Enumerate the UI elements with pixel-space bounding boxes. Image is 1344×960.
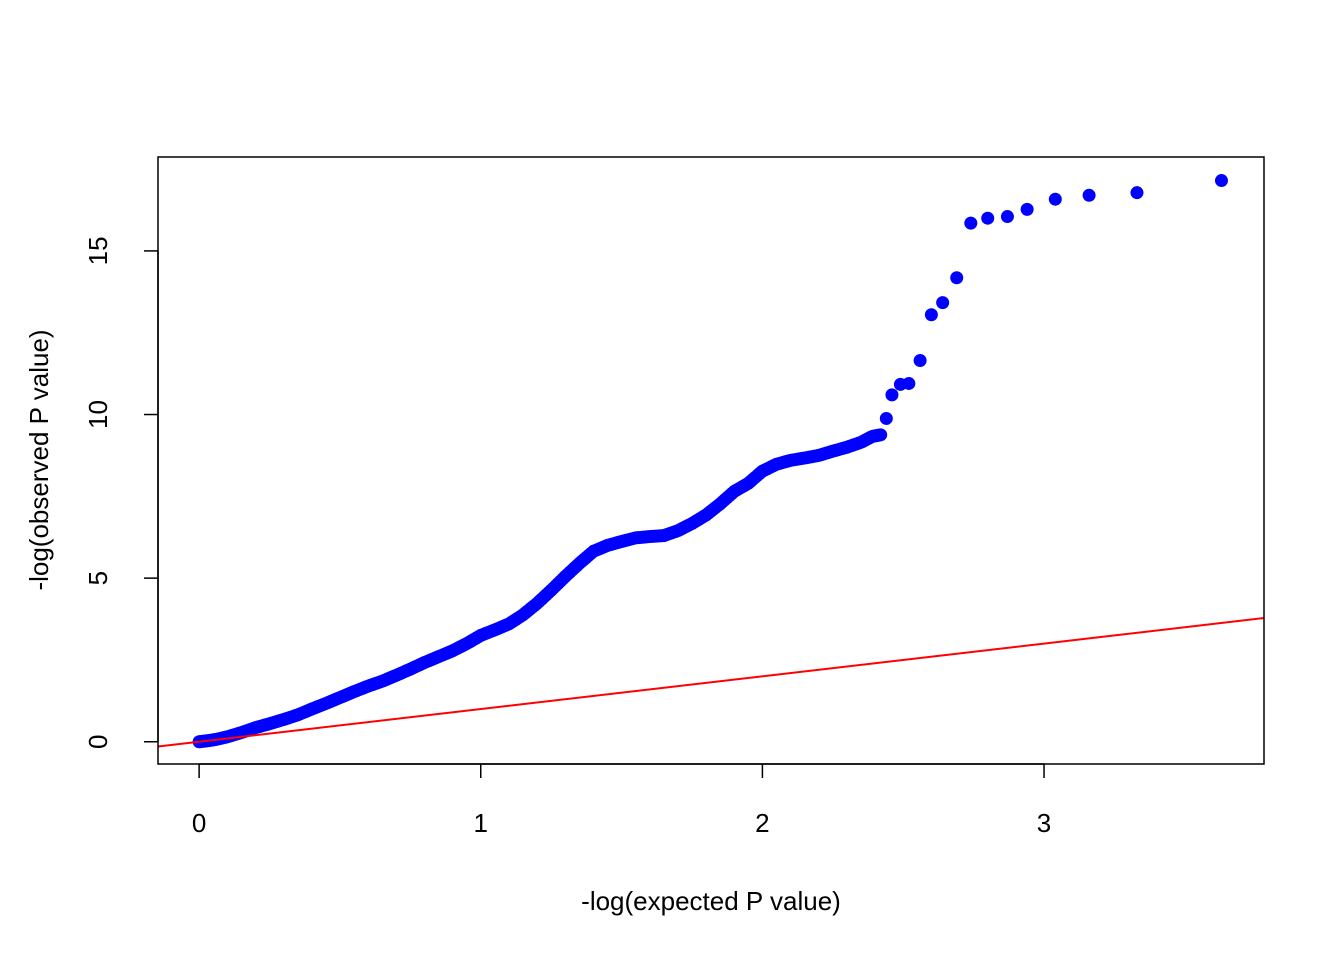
data-point xyxy=(1048,192,1062,206)
x-axis: 0 1 2 3 xyxy=(192,763,1051,838)
data-point xyxy=(981,211,995,225)
y-tick-label: 10 xyxy=(83,400,113,429)
y-tick-label: 15 xyxy=(83,236,113,265)
x-tick-label: 2 xyxy=(755,808,769,838)
data-point xyxy=(936,296,950,310)
data-point xyxy=(1000,210,1014,224)
data-point xyxy=(1130,186,1144,200)
data-point xyxy=(950,271,964,285)
reference-line xyxy=(158,617,1264,748)
data-point xyxy=(902,376,916,390)
y-axis-label: -log(observed P value) xyxy=(24,329,54,590)
data-point xyxy=(913,354,927,368)
data-point xyxy=(1020,202,1034,216)
y-tick-label: 0 xyxy=(83,735,113,749)
x-tick-label: 0 xyxy=(192,808,206,838)
data-points xyxy=(192,174,1228,749)
data-point xyxy=(874,428,888,442)
y-tick-label: 5 xyxy=(83,571,113,585)
data-point xyxy=(924,308,938,322)
x-tick-label: 3 xyxy=(1037,808,1051,838)
y-axis: 0 5 10 15 xyxy=(83,236,159,749)
data-point xyxy=(964,216,978,230)
data-point xyxy=(1214,174,1228,188)
x-axis-label: -log(expected P value) xyxy=(581,886,841,916)
data-point xyxy=(1082,188,1096,202)
data-point xyxy=(885,388,899,402)
x-tick-label: 1 xyxy=(474,808,488,838)
data-point xyxy=(879,411,893,425)
